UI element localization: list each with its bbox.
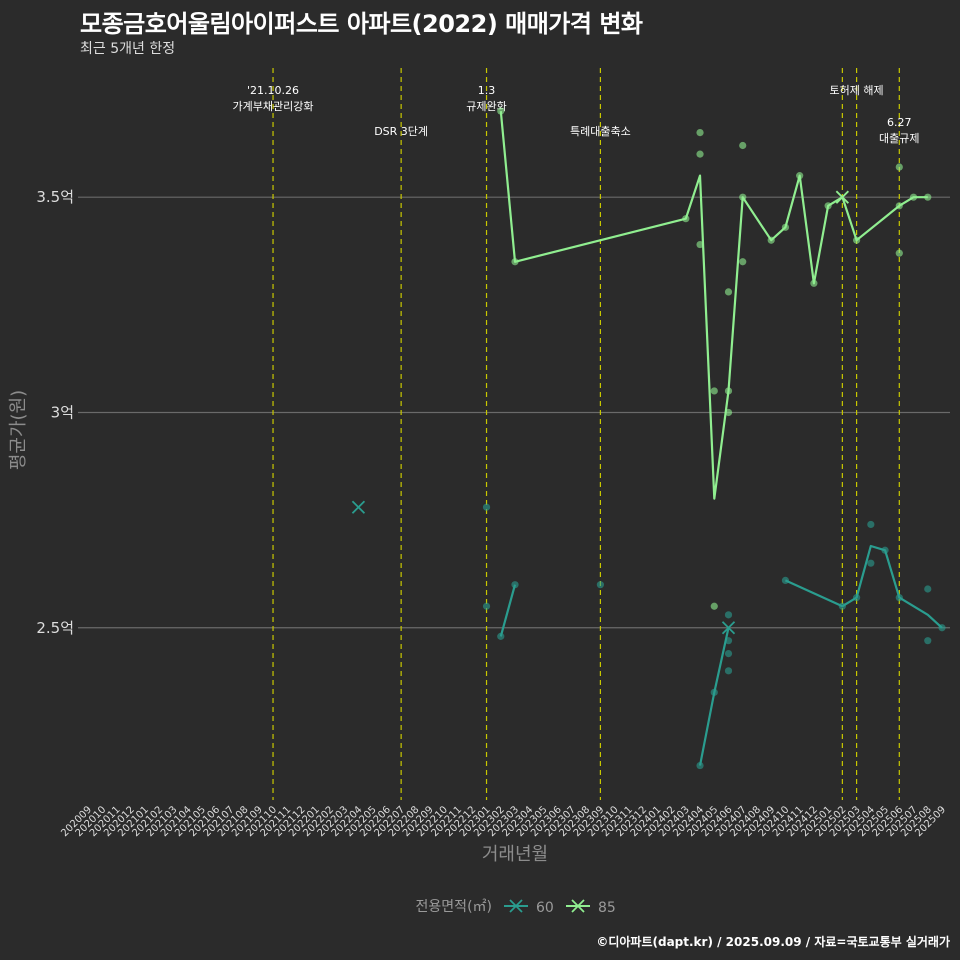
series-60 (351, 500, 946, 770)
legend-item-60: 60 (504, 899, 554, 916)
data-point (497, 107, 505, 115)
data-point (710, 387, 718, 395)
legend-item-85: 85 (566, 899, 616, 916)
y-tick-label: 3억 (51, 403, 74, 421)
data-point (895, 163, 903, 171)
event-label: '21.10.26 (247, 84, 299, 97)
event-label: 대출규제 (879, 132, 919, 145)
data-point (724, 611, 733, 619)
event-label: 토허제 해제 (830, 83, 884, 97)
chart-subtitle: 최근 5개년 한정 (80, 41, 176, 57)
legend-label: 85 (598, 900, 616, 916)
data-point (482, 602, 491, 610)
event-label: DSR 3단계 (374, 125, 428, 138)
legend-title: 전용면적(㎡) (416, 899, 492, 915)
data-point (724, 650, 733, 658)
series-85 (497, 107, 932, 610)
data-point (867, 520, 875, 529)
data-point (895, 249, 903, 257)
data-point (710, 602, 718, 610)
event-label: 6.27 (887, 116, 912, 129)
grid-layer (78, 196, 950, 629)
series-line (499, 110, 928, 500)
cross-marker (835, 190, 850, 204)
event-label: 1.3 (478, 84, 496, 97)
y-axis-title: 평균가(원) (8, 390, 29, 470)
series-line (499, 584, 517, 637)
data-point (696, 150, 704, 158)
y-tick-label: 3.5억 (36, 188, 74, 206)
source-caption: ©디아파트(dapt.kr) / 2025.09.09 / 자료=국토교통부 실… (596, 935, 950, 949)
data-point (924, 585, 932, 593)
event-label: 가계부채관리강화 (233, 100, 314, 113)
data-point (867, 559, 875, 567)
x-axis-title: 거래년월 (482, 844, 548, 865)
data-point (482, 503, 491, 511)
data-point (739, 258, 747, 266)
legend-label: 60 (536, 900, 554, 916)
data-point (696, 240, 704, 249)
series-layer (351, 107, 946, 770)
legend: 전용면적(㎡) 60 85 (416, 899, 616, 916)
event-label: 특례대출축소 (570, 125, 631, 138)
data-point (724, 667, 733, 675)
data-point (724, 288, 733, 296)
event-label: 규제완화 (466, 100, 506, 113)
data-point (696, 128, 704, 137)
data-point (739, 141, 747, 150)
data-point (596, 581, 605, 589)
y-tick-label: 2.5억 (36, 619, 74, 637)
data-point (924, 637, 932, 645)
chart-title: 모종금호어울림아이퍼스트 아파트(2022) 매매가격 변화 (80, 10, 643, 38)
cross-marker (351, 500, 366, 514)
cross-marker (721, 621, 736, 635)
series-line (784, 544, 943, 629)
series-line (698, 627, 730, 766)
